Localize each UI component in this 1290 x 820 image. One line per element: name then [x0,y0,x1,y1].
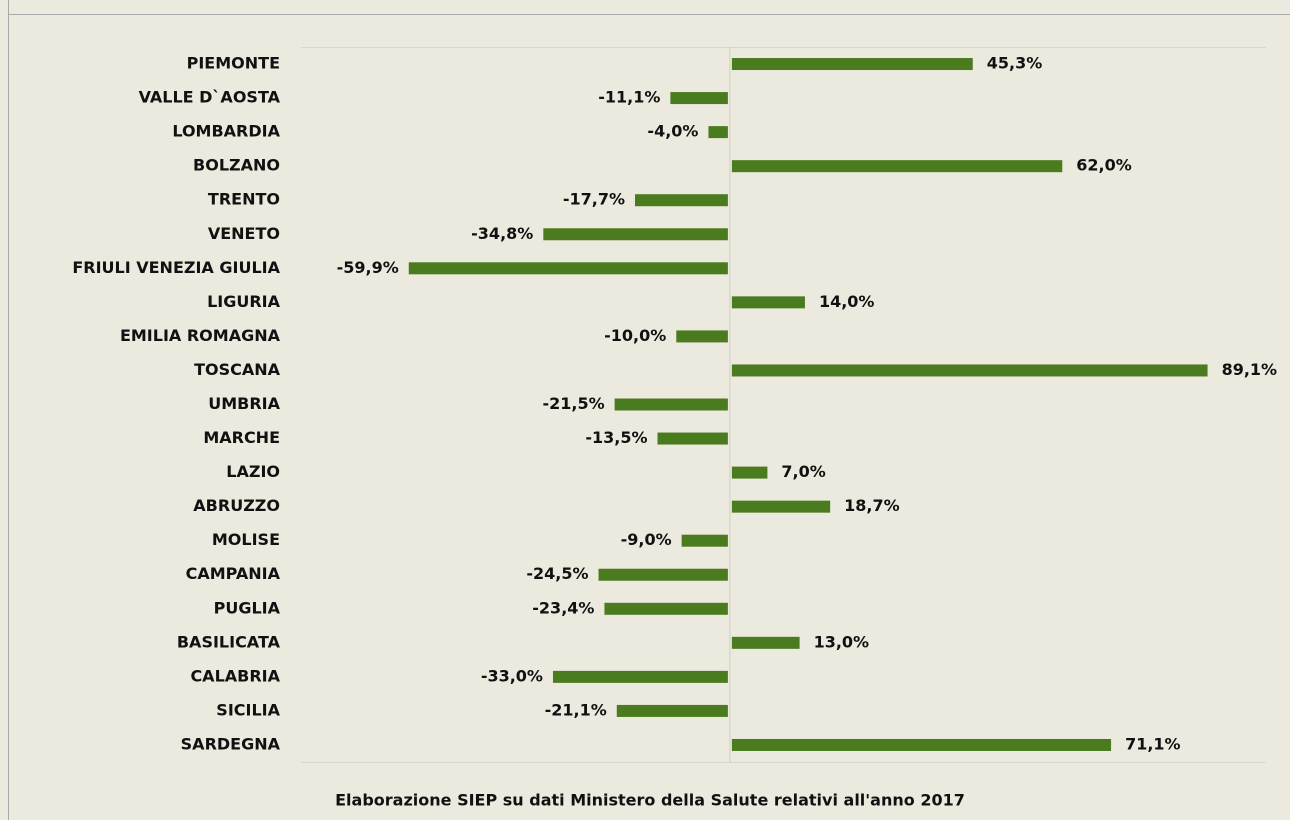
y-tick-label: SARDEGNA [181,734,281,753]
bar [604,602,728,615]
bar [543,228,728,241]
bar [670,92,728,105]
data-label: -17,7% [563,190,625,209]
y-tick-label: MOLISE [212,530,280,549]
y-tick-label: TRENTO [208,190,280,209]
data-label: -24,5% [526,564,588,583]
data-label: 13,0% [814,632,870,651]
bar [731,466,768,479]
bar [731,738,1112,751]
y-tick-label: LAZIO [226,462,280,481]
data-label: 14,0% [819,292,875,311]
bar [681,534,728,547]
data-label: 45,3% [987,54,1043,73]
data-label: -34,8% [471,224,533,243]
y-tick-label: VALLE D`AOSTA [139,88,281,107]
y-tick-label: LOMBARDIA [172,122,280,141]
bar [731,160,1063,173]
y-tick-label: VENETO [208,224,280,243]
y-tick-label: SICILIA [216,700,280,719]
y-tick-label: TOSCANA [194,360,281,379]
bar [676,330,728,343]
y-tick-label: FRIULI VENEZIA GIULIA [72,258,280,277]
y-tick-label: PIEMONTE [187,54,280,73]
y-tick-label: UMBRIA [208,394,280,413]
y-tick-label: ABRUZZO [193,496,280,515]
data-label: -23,4% [532,598,594,617]
data-label: 62,0% [1076,156,1132,175]
bar [408,262,728,275]
bar [731,296,805,309]
data-label: 71,1% [1125,734,1181,753]
data-label: -33,0% [481,666,543,685]
data-label: 7,0% [781,462,825,481]
data-label: -21,1% [545,700,607,719]
bar [634,194,728,207]
data-label: -11,1% [598,88,660,107]
y-tick-label: CALABRIA [190,666,280,685]
bar [708,126,728,139]
data-label: -10,0% [604,326,666,345]
y-tick-label: PUGLIA [214,598,281,617]
data-label: -9,0% [621,530,672,549]
bar [598,568,728,581]
bar [731,500,831,513]
bar [731,58,973,71]
caption: Elaborazione SIEP su dati Ministero dell… [335,791,965,810]
data-label: -59,9% [337,258,399,277]
y-tick-label: BASILICATA [177,632,281,651]
y-tick-label: MARCHE [203,428,280,447]
bar [657,432,728,445]
y-tick-label: CAMPANIA [186,564,281,583]
bar [731,364,1208,377]
y-tick-label: BOLZANO [193,156,280,175]
data-label: 89,1% [1222,360,1278,379]
data-label: -21,5% [542,394,604,413]
bar [552,670,728,683]
data-label: -13,5% [585,428,647,447]
bar [614,398,728,411]
bar [616,704,728,717]
y-tick-label: EMILIA ROMAGNA [120,326,281,345]
bar [731,636,800,649]
data-label: -4,0% [647,122,698,141]
y-tick-label: LIGURIA [207,292,281,311]
data-label: 18,7% [844,496,900,515]
